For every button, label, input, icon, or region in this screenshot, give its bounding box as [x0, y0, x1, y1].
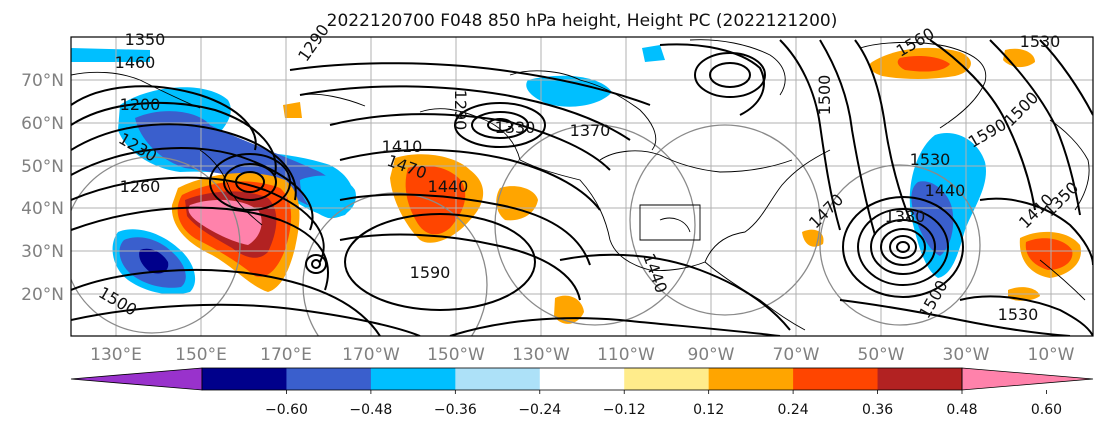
longitude-label: 50°W	[858, 345, 905, 365]
colorbar-segment	[877, 368, 963, 390]
colorbar-segment	[455, 368, 541, 390]
contour-label: 1410	[382, 137, 423, 156]
negative-anomaly-region	[71, 48, 150, 62]
latitude-label: 70°N	[21, 71, 64, 91]
colorbar: −0.60 −0.48 −0.36 −0.24 −0.12 0.12 0.24 0.36 0.4…	[70, 367, 1094, 418]
colorbar-tick-label: −0.60	[265, 402, 308, 418]
positive-anomaly-region	[283, 102, 302, 118]
colorbar-segment	[202, 368, 287, 390]
positive-anomaly-region	[554, 295, 584, 324]
colorbar-extension-high	[961, 367, 1094, 391]
negative-anomaly-region	[642, 45, 665, 62]
positive-anomaly-region	[802, 229, 824, 247]
contour-label: 1440	[925, 181, 966, 200]
colorbar-tick-label: 0.60	[1031, 402, 1062, 418]
colorbar-tick-label: 0.12	[693, 402, 724, 418]
height-contours	[71, 39, 1093, 336]
colorbar-tick-label: 0.36	[862, 402, 893, 418]
map-title: 2022120700 F048 850 hPa height, Height P…	[327, 11, 838, 31]
colorbar-segment	[708, 368, 794, 390]
longitude-label: 90°W	[688, 345, 735, 365]
longitude-label: 130°W	[512, 345, 570, 365]
contour-label: 1440	[428, 177, 469, 196]
map-frame	[70, 36, 1094, 337]
latitude-label: 50°N	[21, 157, 64, 177]
latitude-label: 40°N	[21, 199, 64, 219]
longitude-label: 170°W	[342, 345, 400, 365]
colorbar-segment	[286, 368, 372, 390]
contour-label: 1330	[495, 118, 536, 137]
longitude-label: 70°W	[773, 345, 820, 365]
colorbar-tick-label: 0.48	[946, 402, 977, 418]
latitude-label: 60°N	[21, 114, 64, 134]
contour-label: 1530	[910, 150, 951, 169]
colorbar-segment	[624, 368, 710, 390]
contour-label: 1530	[998, 305, 1039, 324]
colorbar-tick-label: −0.36	[434, 402, 477, 418]
longitude-label: 130°E	[90, 345, 142, 365]
colorbar-segment	[793, 368, 879, 390]
latitude-labels: 70°N 60°N 50°N 40°N 30°N 20°N	[21, 71, 64, 305]
longitude-labels: 130°E 150°E 170°E 170°W 150°W 130°W 110°W 90°W 7…	[90, 345, 1075, 365]
longitude-label: 10°W	[1028, 345, 1075, 365]
positive-anomaly-region	[405, 165, 466, 235]
contour-label: 1530	[1020, 32, 1061, 51]
colorbar-extension-low	[70, 367, 203, 391]
negative-anomaly-region	[139, 248, 169, 274]
longitude-label: 170°E	[260, 345, 312, 365]
contour-label: 1380	[885, 207, 926, 226]
positive-anomaly-region	[897, 56, 950, 72]
colorbar-outline	[201, 367, 963, 391]
longitude-label: 150°E	[175, 345, 227, 365]
colorbar-tick-label: 0.24	[778, 402, 809, 418]
contour-label: 1200	[120, 95, 161, 114]
anomaly-shading	[71, 45, 1081, 324]
colorbar-tick-label: −0.48	[349, 402, 392, 418]
latitude-label: 20°N	[21, 285, 64, 305]
colorbar-segment	[370, 368, 456, 390]
contour-label: 1460	[115, 53, 156, 72]
longitude-label: 110°W	[597, 345, 655, 365]
contour-label: 1370	[570, 121, 611, 140]
contour-label: 1290	[451, 90, 470, 131]
contour-label: 1350	[125, 30, 166, 49]
latitude-label: 30°N	[21, 242, 64, 262]
longitude-label: 30°W	[943, 345, 990, 365]
colorbar-tick-label: −0.24	[518, 402, 561, 418]
longitude-label: 150°W	[427, 345, 485, 365]
positive-anomaly-region	[1025, 238, 1073, 270]
contour-label: 1260	[120, 177, 161, 196]
contour-label: 1590	[410, 263, 451, 282]
contour-label: 1500	[815, 75, 834, 116]
colorbar-segment	[539, 368, 625, 390]
colorbar-tick-label: −0.12	[603, 402, 646, 418]
